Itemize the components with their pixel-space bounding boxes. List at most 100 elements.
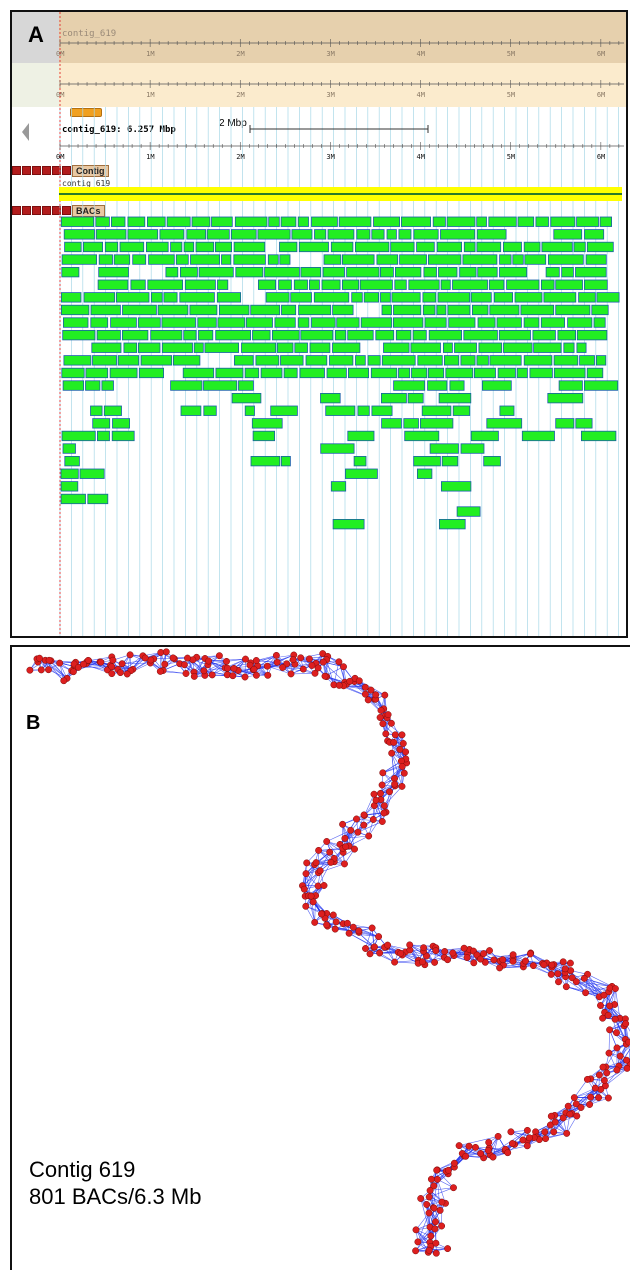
contig-track-header[interactable]: Contig (12, 164, 109, 177)
bac-clone (138, 367, 165, 379)
bac-clone (60, 468, 79, 479)
collapse-icon[interactable] (12, 166, 21, 175)
bac-clone (198, 266, 234, 278)
network-edge (384, 786, 403, 806)
network-edge (429, 1190, 441, 1211)
bac-clone (189, 304, 218, 316)
bac-node (299, 665, 307, 673)
collapse-icon[interactable] (12, 206, 21, 215)
network-edge (322, 661, 335, 685)
bac-clone (543, 292, 577, 303)
bac-node (580, 974, 588, 982)
bac-node (311, 918, 319, 926)
overview-ruler[interactable] (59, 12, 626, 63)
bac-clone (586, 241, 614, 253)
bac-clone (424, 317, 447, 328)
bac-node (366, 950, 374, 958)
bac-node (116, 669, 124, 677)
bac-node (433, 1175, 441, 1183)
bac-clone (459, 266, 477, 278)
bac-clone (499, 254, 512, 265)
help-icon[interactable] (52, 166, 61, 175)
help-icon[interactable] (52, 206, 61, 215)
bac-clone (274, 317, 296, 328)
bac-node (56, 659, 64, 667)
bac-track-header[interactable]: BACs (12, 204, 105, 217)
network-edge (282, 667, 304, 670)
bac-clone (408, 279, 440, 290)
bac-clone (429, 443, 459, 454)
bac-node (353, 815, 360, 823)
bac-clone (91, 342, 122, 353)
bac-clone (325, 405, 356, 416)
info-icon[interactable] (62, 166, 71, 175)
bac-clone (391, 292, 421, 303)
bac-node (289, 656, 297, 664)
bac-node (388, 749, 396, 757)
tick-label: 2M (236, 91, 244, 99)
bac-clone (576, 329, 608, 341)
bac-node (362, 945, 369, 952)
bac-node (570, 1094, 578, 1102)
bac-node (323, 838, 331, 845)
bac-node (504, 1149, 512, 1157)
bac-node (378, 818, 386, 825)
bac-node (420, 944, 428, 952)
bac-clone (62, 380, 84, 391)
download-icon[interactable] (42, 166, 51, 175)
bac-clone (547, 392, 584, 404)
bac-node (108, 663, 116, 671)
bac-clone (449, 380, 465, 391)
bac-clone (268, 216, 280, 227)
bac-clone (394, 279, 407, 290)
config-icon[interactable] (32, 166, 41, 175)
bac-clone (454, 342, 477, 353)
bac-clone (557, 329, 577, 341)
bac-clone (427, 380, 448, 391)
bac-node (431, 958, 439, 966)
network-edge (415, 1228, 436, 1251)
network-edge (326, 830, 351, 842)
bac-node (419, 958, 426, 966)
bac-node (548, 961, 556, 969)
bac-clone (386, 229, 397, 240)
panel-b: B Contig 619 801 BACs/6.3 Mb (10, 645, 630, 1270)
network-edge (459, 1136, 499, 1146)
info-icon[interactable] (62, 206, 71, 215)
bac-node (390, 738, 398, 746)
bac-clone (83, 292, 116, 303)
bac-clone (400, 216, 431, 227)
bac-clone (416, 241, 435, 253)
bac-node (412, 1226, 420, 1234)
config-icon[interactable] (32, 206, 41, 215)
bac-clone (516, 367, 528, 379)
bac-clone (470, 430, 499, 442)
bac-node (595, 1071, 603, 1079)
bac-clone (98, 254, 113, 265)
bac-node (319, 658, 327, 666)
remove-icon[interactable] (22, 206, 31, 215)
region-ruler[interactable] (59, 63, 626, 107)
bac-clone (436, 241, 463, 253)
caption-bac-count: 801 BACs/6.3 Mb (29, 1184, 202, 1209)
bac-node (307, 892, 315, 900)
bac-clone (320, 392, 341, 404)
bac-clone (257, 229, 291, 240)
region-handle[interactable] (70, 108, 102, 117)
remove-icon[interactable] (22, 166, 31, 175)
bac-clone (92, 418, 111, 429)
bac-clone (300, 329, 334, 341)
bac-clone (442, 342, 453, 353)
bac-node (242, 655, 249, 663)
bac-node (586, 1101, 594, 1108)
bac-clone (529, 367, 553, 379)
download-icon[interactable] (42, 206, 51, 215)
network-edge (364, 794, 375, 816)
bac-clone (217, 279, 229, 290)
tick-label: 3M (326, 50, 334, 58)
bac-clone (341, 254, 375, 265)
bac-node (431, 1225, 439, 1233)
scroll-left-arrow-icon[interactable] (22, 123, 29, 141)
network-edge (394, 960, 419, 963)
bac-node (370, 790, 378, 798)
